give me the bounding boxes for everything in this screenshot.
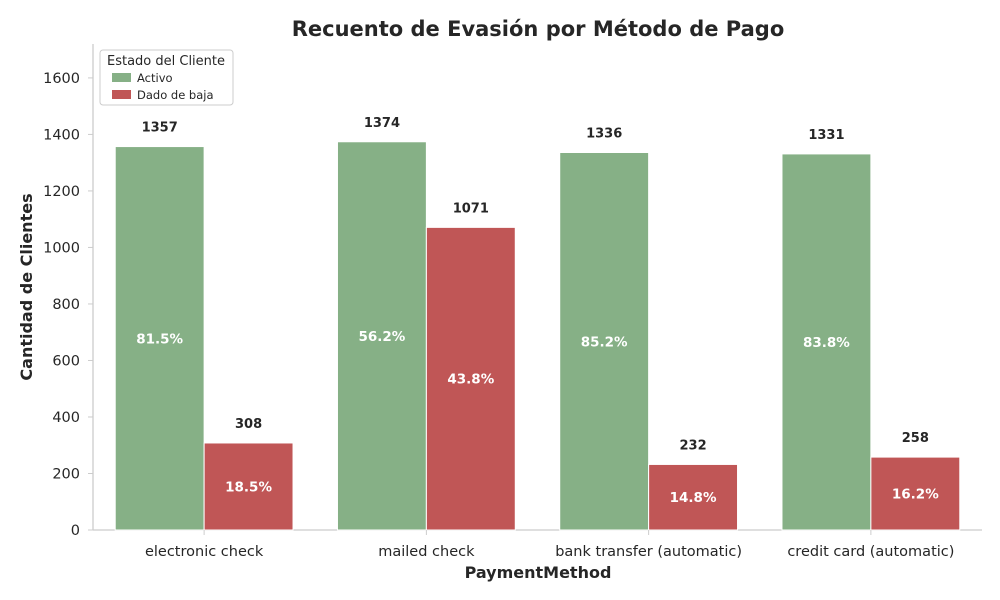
bar-percent-label: 56.2% [359,329,406,345]
bar-percent-label: 18.5% [225,479,272,495]
legend-item-label: Dado de baja [137,88,214,102]
bar-percent-label: 43.8% [447,372,494,388]
bar-dado-de-baja [648,463,739,531]
y-tick-label: 1000 [43,240,80,256]
bar-count-label: 1357 [142,121,178,136]
bar-count-label: 1071 [453,201,489,216]
bar-percent-label: 81.5% [136,331,183,347]
y-tick-label: 1400 [43,127,80,143]
bar-dado-de-baja [870,456,961,531]
x-axis-label: PaymentMethod [465,563,612,582]
bar-activo [114,146,205,531]
x-tick-label: electronic check [145,544,264,560]
y-axis-ticks: 0 200 400 600 800 1000 1200 1400 1600 [43,71,93,539]
legend-frame [99,49,234,106]
x-tick-label: credit card (automatic) [787,544,954,560]
y-tick-label: 1600 [43,71,80,87]
bar-count-label: 1374 [364,116,400,131]
bar-count-label: 258 [902,431,929,446]
y-tick-label: 400 [52,410,80,426]
bar-dado-de-baja [425,226,516,531]
bar-activo [336,141,427,531]
bar-activo [781,153,872,531]
y-tick-label: 0 [71,523,80,539]
bar-count-label: 1336 [586,127,622,142]
legend: Estado del Cliente Activo Dado de baja [99,49,234,106]
bar-dado-de-baja [203,442,294,531]
y-axis-label: Cantidad de Clientes [17,193,36,380]
bar-percent-label: 14.8% [670,490,717,506]
y-tick-label: 800 [52,297,80,313]
bar-count-label: 1331 [808,128,844,143]
bar-percent-label: 85.2% [581,334,628,350]
legend-item-label: Activo [137,71,173,85]
x-axis-ticks: electronic check mailed check bank transfe… [145,530,954,560]
bar-count-label: 308 [235,417,262,432]
x-tick-label: bank transfer (automatic) [555,544,742,560]
legend-title: Estado del Cliente [107,54,225,69]
legend-swatch [112,90,131,99]
y-tick-label: 200 [52,466,80,482]
bar-percent-label: 16.2% [892,487,939,503]
x-tick-label: mailed check [378,544,475,560]
bar-activo [559,152,650,531]
y-tick-label: 600 [52,353,80,369]
bars-group: 1357 81.5% 308 18.5% 1374 56.2% 1071 43.8% 1336 8… [114,116,961,531]
bar-count-label: 232 [680,438,707,453]
chart-title: Recuento de Evasión por Método de Pago [292,17,785,41]
bar-percent-label: 83.8% [803,335,850,351]
legend-swatch [112,73,131,82]
y-tick-label: 1200 [43,184,80,200]
